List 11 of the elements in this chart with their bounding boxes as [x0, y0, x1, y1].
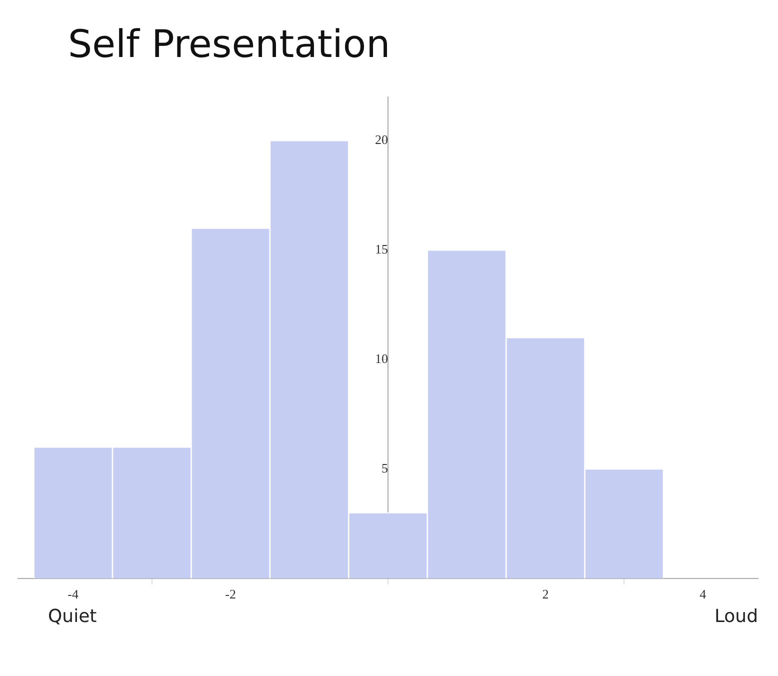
text: Quiet [48, 606, 97, 627]
y-tick-label: 20 [375, 132, 388, 148]
text: Loud [714, 606, 758, 627]
x-tick-label: 2 [542, 586, 549, 602]
y-tick-label: 15 [375, 241, 388, 256]
x-tick-label: 4 [700, 586, 707, 602]
x-tick-label: -4 [68, 586, 80, 602]
y-tick-label: 10 [375, 350, 388, 366]
chart-title: Self Presentation [67, 21, 392, 68]
x-tick-label: -2 [225, 586, 236, 602]
y-tick-label: 5 [382, 460, 388, 476]
